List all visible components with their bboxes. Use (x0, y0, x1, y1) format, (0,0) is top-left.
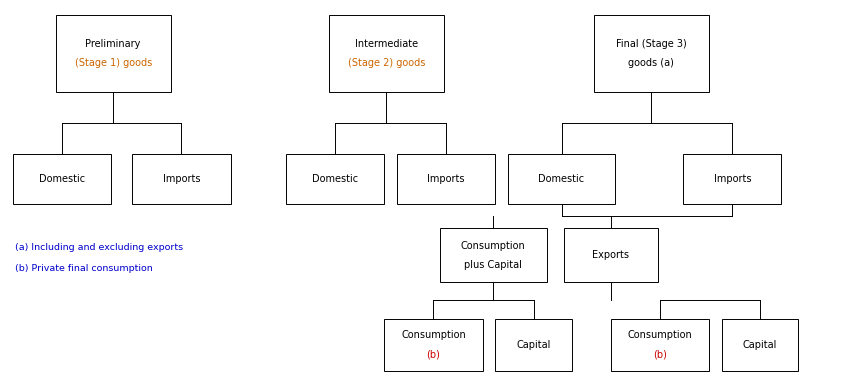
Text: goods (a): goods (a) (628, 58, 673, 68)
Text: Imports: Imports (163, 174, 200, 184)
FancyBboxPatch shape (13, 154, 111, 204)
FancyBboxPatch shape (508, 154, 614, 204)
Text: Domestic: Domestic (537, 174, 584, 184)
FancyBboxPatch shape (132, 154, 230, 204)
FancyBboxPatch shape (682, 154, 780, 204)
FancyBboxPatch shape (439, 228, 546, 282)
Text: (b): (b) (426, 349, 440, 359)
Text: (b): (b) (652, 349, 666, 359)
FancyBboxPatch shape (55, 15, 171, 92)
Text: plus Capital: plus Capital (464, 260, 521, 270)
FancyBboxPatch shape (721, 319, 798, 371)
FancyBboxPatch shape (328, 15, 444, 92)
FancyBboxPatch shape (397, 154, 495, 204)
Text: Domestic: Domestic (38, 174, 85, 184)
Text: (Stage 2) goods: (Stage 2) goods (347, 58, 425, 68)
Text: (Stage 1) goods: (Stage 1) goods (74, 58, 152, 68)
FancyBboxPatch shape (384, 319, 482, 371)
Text: Imports: Imports (427, 174, 464, 184)
Text: Consumption: Consumption (401, 330, 465, 340)
Text: Capital: Capital (516, 339, 550, 350)
Text: Intermediate: Intermediate (355, 39, 417, 49)
FancyBboxPatch shape (495, 319, 572, 371)
FancyBboxPatch shape (286, 154, 384, 204)
Text: Consumption: Consumption (627, 330, 691, 340)
FancyBboxPatch shape (563, 228, 657, 282)
Text: (b) Private final consumption: (b) Private final consumption (15, 264, 153, 273)
Text: Consumption: Consumption (461, 241, 525, 251)
FancyBboxPatch shape (593, 15, 708, 92)
Text: (a) Including and excluding exports: (a) Including and excluding exports (15, 243, 183, 252)
Text: Preliminary: Preliminary (85, 39, 141, 49)
Text: Imports: Imports (713, 174, 750, 184)
Text: Domestic: Domestic (311, 174, 358, 184)
Text: Exports: Exports (591, 250, 629, 260)
Text: Final (Stage 3): Final (Stage 3) (615, 39, 686, 49)
Text: Capital: Capital (742, 339, 776, 350)
FancyBboxPatch shape (610, 319, 708, 371)
